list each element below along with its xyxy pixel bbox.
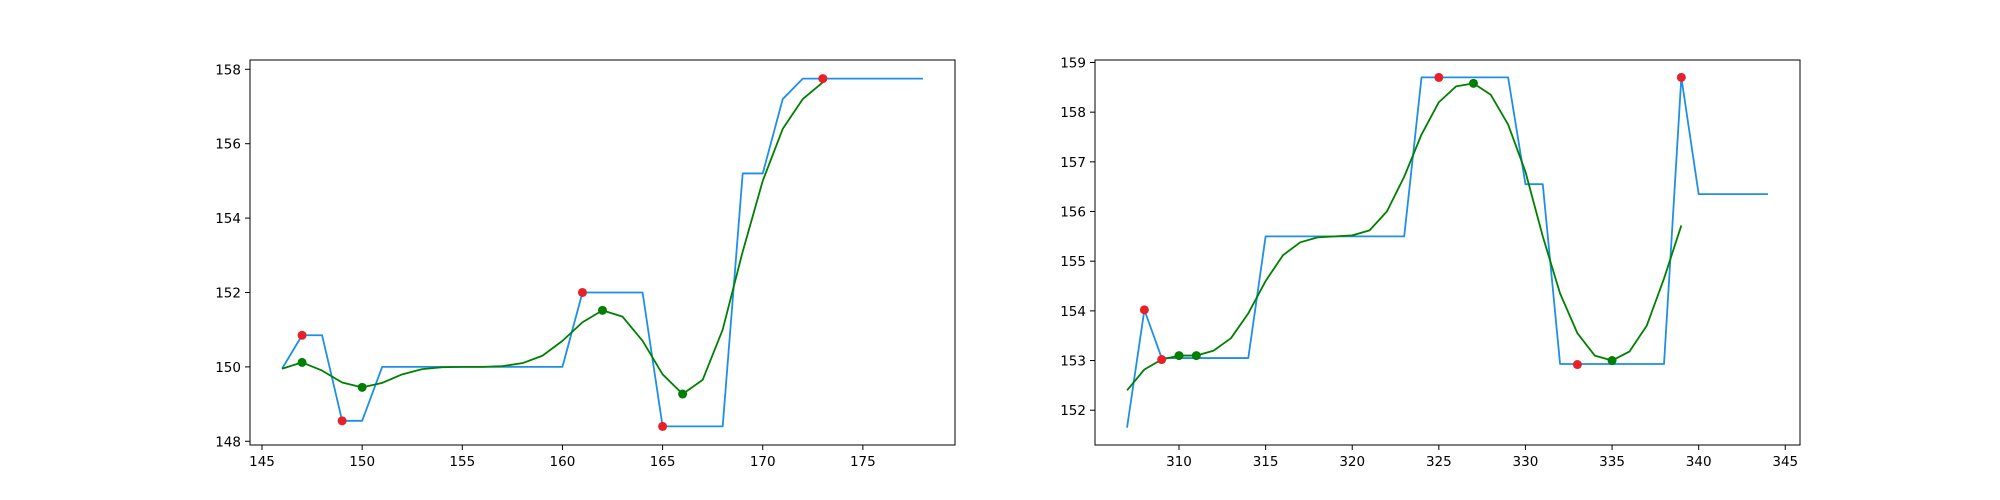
smoothed-line-0 [281, 81, 824, 395]
smoothed-line-1 [1126, 82, 1683, 391]
scatter-point-0-2-0 [297, 330, 307, 340]
x-tick-label-0-1: 150 [349, 454, 375, 470]
x-tick-label-1-5: 335 [1599, 454, 1625, 470]
x-tick-label-0-5: 170 [750, 454, 776, 470]
y-tick-label-1-5: 157 [1060, 155, 1086, 171]
scatter-point-0-3-0 [297, 357, 307, 367]
axes-frame-1 [1094, 59, 1801, 446]
y-tick-label-1-4: 156 [1060, 205, 1086, 221]
scatter-point-0-2-3 [658, 421, 668, 431]
scatter-point-0-2-2 [577, 287, 587, 297]
x-tick-label-1-6: 340 [1686, 454, 1712, 470]
y-tick-label-0-4: 156 [215, 137, 241, 153]
scatter-point-1-3-0 [1174, 351, 1184, 361]
x-tick-label-1-7: 345 [1772, 454, 1798, 470]
axes-frame-0 [249, 59, 956, 446]
y-tick-label-1-2: 154 [1060, 304, 1086, 320]
x-tick-label-1-2: 320 [1339, 454, 1365, 470]
chart-left: 145 150 155 160 165 170 175 148 150 152 154 156 158 [215, 59, 956, 470]
x-tick-label-0-6: 175 [850, 454, 876, 470]
x-tick-label-0-0: 145 [249, 454, 275, 470]
y-tick-label-1-1: 153 [1060, 354, 1086, 370]
y-tick-label-1-3: 155 [1060, 254, 1086, 270]
x-tick-label-0-4: 165 [650, 454, 676, 470]
scatter-point-0-3-1 [357, 382, 367, 392]
y-tick-label-0-0: 148 [215, 434, 241, 450]
chart-right: 310 315 320 325 330 335 340 345 152 153 154 155 156 1… [1060, 55, 1801, 470]
x-tick-label-0-2: 155 [449, 454, 475, 470]
x-tick-label-1-0: 310 [1166, 454, 1192, 470]
y-tick-label-1-0: 152 [1060, 403, 1086, 419]
raw-price-line-0 [281, 77, 923, 428]
y-tick-label-0-2: 152 [215, 285, 241, 301]
y-tick-label-1-6: 158 [1060, 105, 1086, 121]
x-tick-label-0-3: 160 [550, 454, 576, 470]
scatter-point-1-2-2 [1434, 72, 1444, 82]
scatter-point-0-3-2 [598, 305, 607, 315]
y-tick-label-0-5: 158 [215, 62, 241, 78]
scatter-point-1-2-3 [1572, 360, 1582, 370]
scatter-point-0-2-4 [818, 74, 828, 84]
y-tick-label-0-1: 150 [215, 360, 241, 376]
scatter-point-1-2-0 [1139, 305, 1149, 315]
x-tick-label-1-4: 330 [1513, 454, 1539, 470]
scatter-point-1-2-1 [1157, 355, 1167, 365]
scatter-point-0-2-1 [337, 416, 347, 426]
y-tick-label-1-7: 159 [1060, 55, 1086, 71]
y-tick-label-0-3: 154 [215, 211, 241, 227]
scatter-point-1-3-2 [1468, 78, 1478, 88]
scatter-point-1-2-4 [1676, 72, 1686, 82]
x-tick-label-1-1: 315 [1253, 454, 1279, 470]
scatter-point-0-3-3 [678, 389, 688, 399]
scatter-point-1-3-1 [1191, 351, 1201, 361]
x-tick-label-1-3: 325 [1426, 454, 1452, 470]
scatter-point-1-3-3 [1607, 356, 1617, 366]
